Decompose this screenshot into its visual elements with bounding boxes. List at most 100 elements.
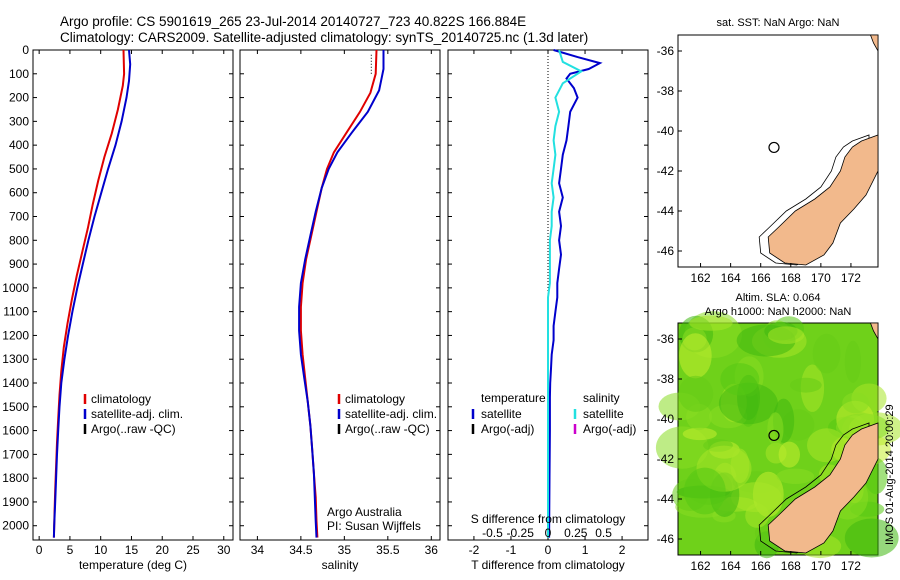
sla-map-sla-blob-56 — [778, 441, 800, 468]
temperature-ytick-label-10: 1000 — [2, 281, 29, 295]
sla-map-sla-blob-65 — [767, 412, 784, 447]
temperature-ytick-label-17: 1700 — [2, 447, 29, 461]
sst-map-xtick-label-2: 166 — [751, 271, 771, 285]
sla-map-sla-blob-62 — [767, 326, 805, 345]
sla-map-ytick-label-5: -46 — [657, 532, 675, 546]
sla-map-sla-blob-15 — [844, 518, 899, 558]
temperature-ytick-label-11: 1100 — [3, 305, 29, 319]
sst-map-ytick-label-4: -44 — [657, 204, 675, 218]
difference-panel: -2 -1 0 1 2T difference from climatology -0.5… — [447, 49, 649, 572]
salinity-annotation-1: PI: Susan Wijffels — [327, 519, 421, 533]
temperature-ytick-label-3: 300 — [9, 114, 29, 128]
sla-map-sla-blob-26 — [689, 315, 733, 331]
header-line-1: Argo profile: CS 5901619_265 23-Jul-2014… — [60, 14, 526, 29]
difference-legend-label-1-1: Argo(-adj) — [583, 422, 636, 436]
sla-map-subtitle: Argo h1000: NaN h2000: NaN — [705, 306, 852, 318]
temperature-ytick-label-16: 1600 — [2, 424, 29, 438]
temperature-ytick-label-14: 1400 — [2, 376, 29, 390]
salinity-annotation-0: Argo Australia — [327, 505, 402, 519]
temperature-ytick-label-18: 1800 — [2, 471, 29, 485]
temperature-ytick-label-2: 200 — [9, 91, 29, 105]
sst-map-ytick-label-3: -42 — [657, 164, 675, 178]
temperature-ytick-label-19: 1900 — [2, 495, 29, 509]
difference-xlabel-top: S difference from climatology — [471, 512, 626, 526]
sla-map-title: Altim. SLA: 0.064 — [736, 292, 821, 304]
salinity-xtick-label-3: 35.5 — [376, 543, 400, 557]
sla-map-sla-blob-57 — [807, 428, 847, 463]
header-line-2: Climatology: CARS2009. Satellite-adjuste… — [60, 30, 588, 45]
difference-s-tick-label-3: 0.25 — [564, 526, 588, 540]
sla-map-sla-blob-52 — [683, 467, 726, 515]
sla-map-xtick-label-1: 164 — [721, 559, 741, 573]
sla-map-ytick-label-3: -42 — [657, 452, 675, 466]
sla-map-sla-blob-67 — [844, 340, 862, 383]
sst-map-ytick-label-1: -38 — [657, 84, 675, 98]
sst-map-xtick-label-4: 170 — [811, 271, 831, 285]
difference-s-tick-label-2: 0 — [545, 526, 552, 540]
sst-map-ytick-label-2: -40 — [657, 124, 675, 138]
temperature-legend-label-2: Argo(..raw -QC) — [91, 422, 176, 436]
salinity-legend-label-0: climatology — [345, 392, 405, 406]
sst-map-ytick-label-5: -46 — [657, 244, 675, 258]
temperature-series-1 — [52, 49, 132, 538]
temperature-ytick-label-13: 1300 — [2, 352, 29, 366]
salinity-xtick-label-2: 35 — [338, 543, 352, 557]
sst-map-xtick-label-1: 164 — [721, 271, 741, 285]
sla-map-sla-blob-66 — [678, 375, 714, 412]
sla-map-sla-blob-63 — [720, 363, 760, 396]
temperature-ytick-label-15: 1500 — [2, 400, 29, 414]
difference-s-tick-label-4: 0.5 — [595, 526, 612, 540]
sst-map-ytick-label-0: -36 — [657, 44, 675, 58]
salinity-panel: 34 34.5 35 35.5 36 salinity climatologysatelli… — [239, 49, 441, 572]
sla-map-sla-blob-60 — [842, 392, 870, 414]
temperature-xtick-label-5: 25 — [186, 543, 200, 557]
temperature-ytick-label-1: 100 — [9, 67, 29, 81]
temperature-ytick-label-12: 1200 — [2, 328, 29, 342]
temperature-xtick-label-4: 20 — [156, 543, 170, 557]
salinity-series-1 — [298, 50, 385, 538]
temperature-axes-frame — [32, 49, 234, 541]
difference-xtick-label-0: -2 — [469, 543, 480, 557]
difference-xtick-label-1: -1 — [506, 543, 517, 557]
sla-map-xtick-label-0: 162 — [691, 559, 711, 573]
sst-map-xtick-label-5: 172 — [841, 271, 861, 285]
temperature-ytick-label-4: 400 — [9, 138, 29, 152]
difference-legend-label-1-0: satellite — [583, 407, 624, 421]
temperature-ytick-label-7: 700 — [9, 210, 29, 224]
sla-map-side-label: IMOS 01-Aug-2014 20:00:29 — [884, 404, 896, 545]
sla-map-ytick-label-1: -38 — [657, 372, 675, 386]
salinity-axes-frame — [239, 49, 441, 541]
sla-map-sla-blob-64 — [776, 468, 815, 484]
temperature-ytick-label-8: 800 — [9, 233, 29, 247]
difference-s-tick-label-0: -0.5 — [482, 526, 503, 540]
sla-map-xtick-label-5: 172 — [841, 559, 861, 573]
sla-map-sla-blob-43 — [745, 503, 769, 528]
sla-map-xtick-label-3: 168 — [781, 559, 801, 573]
difference-xlabel: T difference from climatology — [471, 558, 625, 572]
sst-map-south-island — [767, 134, 879, 266]
salinity-xtick-label-0: 34 — [251, 543, 265, 557]
sla-map-sla-blob-58 — [679, 333, 712, 379]
temperature-xtick-label-2: 10 — [94, 543, 108, 557]
salinity-xtick-label-4: 36 — [425, 543, 439, 557]
sst-map-xtick-label-3: 168 — [781, 271, 801, 285]
difference-series-1 — [547, 49, 584, 538]
difference-xtick-label-4: 2 — [619, 543, 626, 557]
salinity-legend-label-1: satellite-adj. clim. — [345, 407, 437, 421]
sla-map-ytick-label-2: -40 — [657, 412, 675, 426]
temperature-legend-label-1: satellite-adj. clim. — [91, 407, 183, 421]
temperature-xtick-label-1: 5 — [67, 543, 74, 557]
difference-legend-label-0-0: satellite — [481, 407, 522, 421]
sst-map-argo-marker — [768, 141, 780, 154]
temperature-ytick-label-20: 2000 — [2, 519, 29, 533]
temperature-ytick-label-5: 500 — [9, 162, 29, 176]
temperature-xlabel: temperature (deg C) — [79, 558, 187, 572]
difference-legend-label-0-1: Argo(-adj) — [481, 422, 534, 436]
sla-map-panel: 162 164 166 168 170 172 -36 -38 -40 -42 -44 -46 Alti… — [655, 292, 900, 573]
temperature-ytick-label-0: 0 — [22, 43, 29, 57]
sst-map-title: sat. SST: NaN Argo: NaN — [717, 17, 840, 29]
sla-map-sla-blob-37 — [731, 482, 782, 513]
difference-legend-title-1: salinity — [583, 391, 620, 405]
temperature-ytick-label-9: 900 — [9, 257, 29, 271]
